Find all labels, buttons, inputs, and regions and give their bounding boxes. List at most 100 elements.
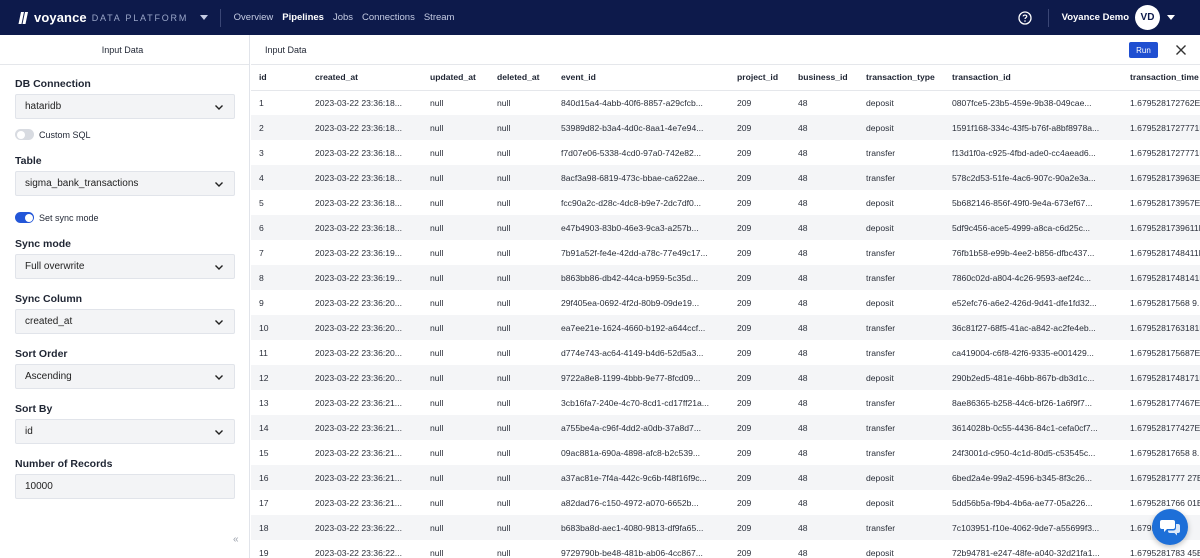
table-row[interactable]: 17 2023-03-22 23:36:21... null null a82dad76… (251, 490, 1200, 515)
sort-order-value: Ascending (25, 371, 72, 382)
table-row[interactable]: 10 2023-03-22 23:36:20... null null ea7ee21e… (251, 315, 1200, 340)
cell-event-id: d774e743-ac64-4149-b4d6-52d5a3... (553, 340, 729, 365)
cell-event-id: b863bb86-db42-44ca-b959-5c35d... (553, 265, 729, 290)
column-header-deleted-at[interactable]: deleted_at (489, 65, 553, 91)
sync-mode-toggle-label: Set sync mode (39, 212, 99, 223)
table-row[interactable]: 1 2023-03-22 23:36:18... null null 840d15a4-… (251, 90, 1200, 115)
nav-pipelines[interactable]: Pipelines (282, 12, 324, 23)
table-row[interactable]: 11 2023-03-22 23:36:20... null null d774e743… (251, 340, 1200, 365)
nav-connections[interactable]: Connections (362, 12, 415, 23)
cell-created-at: 2023-03-22 23:36:21... (307, 415, 422, 440)
sync-mode-toggle[interactable]: Set sync mode (15, 212, 99, 223)
input-config-panel: Input Data DB Connection hataridb Custom… (0, 35, 250, 558)
sync-mode-select[interactable]: Full overwrite (15, 254, 235, 279)
cell-transaction-time: 1.6795281748171E12 (1122, 365, 1200, 390)
table-select[interactable]: sigma_bank_transactions (15, 171, 235, 196)
cell-business-id: 48 (790, 540, 858, 558)
table-row[interactable]: 2 2023-03-22 23:36:18... null null 53989d82-… (251, 115, 1200, 140)
run-button[interactable]: Run (1129, 42, 1158, 58)
table-row[interactable]: 15 2023-03-22 23:36:21... null null 09ac881a… (251, 440, 1200, 465)
table-row[interactable]: 8 2023-03-22 23:36:19... null null b863bb86-… (251, 265, 1200, 290)
cell-project-id: 209 (729, 540, 790, 558)
table-row[interactable]: 19 2023-03-22 23:36:22... null null 9729790b… (251, 540, 1200, 558)
cell-id: 1 (251, 90, 307, 115)
table-body: 1 2023-03-22 23:36:18... null null 840d15a4-… (251, 90, 1200, 558)
toggle-switch[interactable] (15, 212, 34, 223)
table-row[interactable]: 12 2023-03-22 23:36:20... null null 9722a8e8… (251, 365, 1200, 390)
cell-business-id: 48 (790, 240, 858, 265)
chevron-down-icon (215, 265, 223, 270)
chevron-down-icon (215, 320, 223, 325)
table-row[interactable]: 14 2023-03-22 23:36:21... null null a755be4a… (251, 415, 1200, 440)
table-row[interactable]: 13 2023-03-22 23:36:21... null null 3cb16fa7… (251, 390, 1200, 415)
table-row[interactable]: 4 2023-03-22 23:36:18... null null 8acf3a98-… (251, 165, 1200, 190)
close-icon[interactable] (1175, 44, 1187, 56)
cell-project-id: 209 (729, 465, 790, 490)
cell-project-id: 209 (729, 215, 790, 240)
cell-project-id: 209 (729, 290, 790, 315)
table-row[interactable]: 5 2023-03-22 23:36:18... null null fcc90a2c-… (251, 190, 1200, 215)
cell-transaction-type: transfer (858, 340, 944, 365)
cell-deleted-at: null (489, 140, 553, 165)
cell-id: 16 (251, 465, 307, 490)
db-connection-select[interactable]: hataridb (15, 94, 235, 119)
column-header-updated-at[interactable]: updated_at (422, 65, 489, 91)
custom-sql-toggle[interactable]: Custom SQL (15, 129, 91, 140)
sort-by-select[interactable]: id (15, 419, 235, 444)
table-row[interactable]: 3 2023-03-22 23:36:18... null null f7d07e06-… (251, 140, 1200, 165)
header-row: id created_at updated_at deleted_at event_id… (251, 65, 1200, 91)
num-records-input[interactable] (15, 474, 235, 499)
help-icon[interactable] (1017, 10, 1032, 25)
cell-id: 15 (251, 440, 307, 465)
logo[interactable]: voyance DATA PLATFORM (18, 0, 209, 35)
cell-updated-at: null (422, 190, 489, 215)
cell-transaction-id: 6bed2a4e-99a2-4596-b345-8f3c26... (944, 465, 1122, 490)
table-row[interactable]: 7 2023-03-22 23:36:19... null null 7b91a52f-… (251, 240, 1200, 265)
cell-transaction-type: transfer (858, 140, 944, 165)
user-divider (1047, 8, 1049, 27)
collapse-panel-icon[interactable]: « (233, 534, 239, 545)
toggle-switch[interactable] (15, 129, 34, 140)
cell-updated-at: null (422, 90, 489, 115)
nav-jobs[interactable]: Jobs (332, 12, 354, 23)
cell-business-id: 48 (790, 365, 858, 390)
column-header-transaction-type[interactable]: transaction_type (858, 65, 944, 91)
cell-transaction-id: e52efc76-a6e2-426d-9d41-dfe1fd32... (944, 290, 1122, 315)
chevron-down-icon[interactable] (1167, 15, 1175, 20)
cell-id: 14 (251, 415, 307, 440)
cell-updated-at: null (422, 415, 489, 440)
main-nav: Overview Pipelines Jobs Connections Stre… (229, 12, 459, 23)
table-row[interactable]: 9 2023-03-22 23:36:20... null null 29f405ea-… (251, 290, 1200, 315)
avatar[interactable]: VD (1135, 5, 1160, 30)
cell-id: 2 (251, 115, 307, 140)
chevron-down-icon[interactable] (200, 15, 209, 20)
column-header-transaction-time[interactable]: transaction_time (1122, 65, 1200, 91)
cell-updated-at: null (422, 365, 489, 390)
user-name[interactable]: Voyance Demo (1061, 12, 1129, 23)
cell-id: 5 (251, 190, 307, 215)
cell-updated-at: null (422, 240, 489, 265)
preview-header: Input Data Run (251, 35, 1200, 65)
cell-transaction-time: 1.679528173957E... (1122, 190, 1200, 215)
column-header-transaction-id[interactable]: transaction_id (944, 65, 1122, 91)
brand-name: voyance (34, 10, 87, 25)
cell-transaction-type: deposit (858, 190, 944, 215)
column-header-event-id[interactable]: event_id (553, 65, 729, 91)
cell-updated-at: null (422, 115, 489, 140)
sync-column-select[interactable]: created_at (15, 309, 235, 334)
column-header-business-id[interactable]: business_id (790, 65, 858, 91)
nav-stream[interactable]: Stream (423, 12, 455, 23)
cell-event-id: 53989d82-b3a4-4d0c-8aa1-4e7e94... (553, 115, 729, 140)
table-row[interactable]: 6 2023-03-22 23:36:18... null null e47b4903-… (251, 215, 1200, 240)
cell-transaction-id: 8ae86365-b258-44c6-bf26-1a6f9f7... (944, 390, 1122, 415)
table-row[interactable]: 16 2023-03-22 23:36:21... null null a37ac81e… (251, 465, 1200, 490)
sort-order-select[interactable]: Ascending (15, 364, 235, 389)
column-header-project-id[interactable]: project_id (729, 65, 790, 91)
column-header-created-at[interactable]: created_at (307, 65, 422, 91)
chevron-down-icon (215, 430, 223, 435)
nav-overview[interactable]: Overview (233, 12, 274, 23)
column-header-id[interactable]: id (251, 65, 307, 91)
data-table[interactable]: id created_at updated_at deleted_at event_id… (251, 65, 1200, 558)
chat-button[interactable] (1152, 509, 1188, 545)
table-row[interactable]: 18 2023-03-22 23:36:22... null null b683ba8d… (251, 515, 1200, 540)
